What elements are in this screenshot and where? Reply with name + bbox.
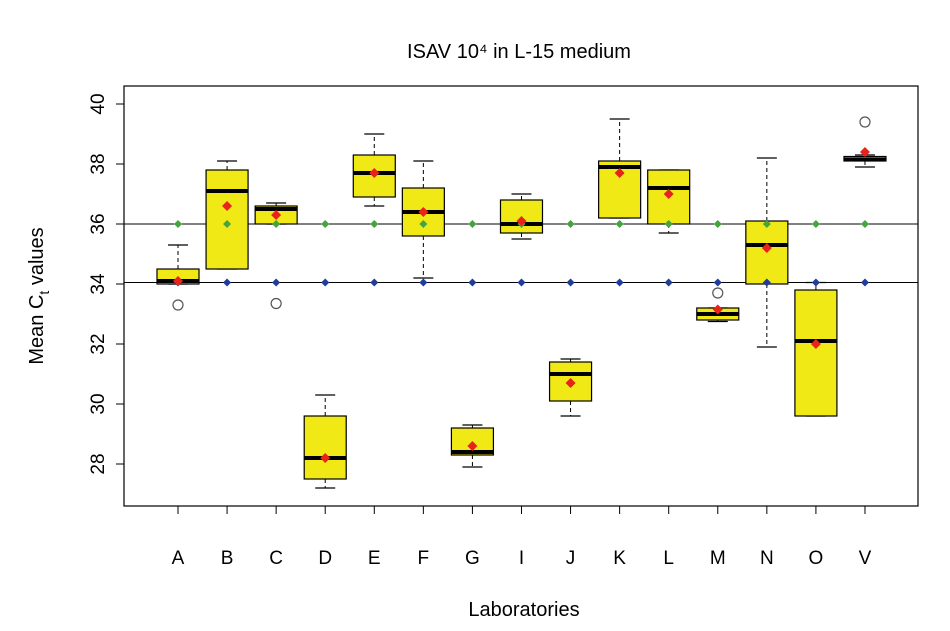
green-marker bbox=[321, 220, 330, 228]
green-marker bbox=[370, 220, 379, 228]
blue-marker bbox=[272, 278, 281, 287]
blue-marker bbox=[664, 278, 673, 287]
green-marker bbox=[664, 220, 673, 228]
plot-area: 28 30 32 34 36 38 40 A B C D E F G I J K L M N O V bbox=[88, 85, 919, 569]
mean-marker bbox=[859, 147, 870, 157]
mean-marker bbox=[810, 339, 821, 349]
mean-marker bbox=[369, 168, 380, 178]
box-iqr bbox=[303, 415, 347, 480]
blue-marker bbox=[615, 278, 624, 287]
outlier-point bbox=[172, 299, 184, 311]
x-tick-label: O bbox=[809, 548, 824, 569]
green-marker bbox=[762, 220, 771, 228]
y-tick-label: 36 bbox=[88, 213, 109, 234]
x-tick-label: V bbox=[859, 548, 872, 569]
blue-marker bbox=[419, 278, 428, 287]
green-marker bbox=[272, 220, 281, 228]
y-tick-label: 32 bbox=[88, 333, 109, 354]
green-marker bbox=[713, 220, 722, 228]
mean-marker bbox=[173, 276, 183, 286]
green-marker bbox=[223, 220, 232, 228]
x-tick-label: G bbox=[465, 548, 480, 569]
mean-marker bbox=[516, 216, 527, 226]
green-marker bbox=[615, 220, 624, 228]
y-tick-label: 28 bbox=[88, 453, 109, 474]
x-tick-label: N bbox=[760, 548, 774, 569]
box-iqr bbox=[794, 289, 838, 417]
blue-marker bbox=[713, 278, 722, 287]
outlier-point bbox=[270, 297, 282, 310]
chart-title: ISAV 10⁴ in L-15 medium bbox=[407, 41, 631, 63]
x-axis-title: Laboratories bbox=[468, 599, 579, 621]
blue-marker bbox=[321, 278, 330, 287]
green-marker bbox=[419, 220, 428, 228]
x-tick-label: C bbox=[269, 548, 283, 569]
y-tick-label: 34 bbox=[88, 273, 109, 295]
mean-marker bbox=[320, 453, 331, 463]
mean-marker bbox=[712, 304, 723, 315]
mean-marker bbox=[418, 207, 429, 217]
mean-marker bbox=[761, 243, 772, 253]
blue-marker bbox=[223, 278, 232, 287]
y-tick-label: 30 bbox=[88, 393, 109, 414]
green-marker bbox=[811, 220, 820, 228]
blue-marker bbox=[566, 278, 575, 287]
mean-marker bbox=[271, 210, 282, 220]
blue-marker bbox=[517, 278, 526, 287]
x-tick-label: M bbox=[710, 548, 726, 569]
x-tick-label: J bbox=[566, 548, 576, 569]
outlier-point bbox=[712, 287, 724, 299]
mean-marker bbox=[614, 168, 625, 178]
outlier-point bbox=[859, 116, 871, 128]
y-tick-label: 38 bbox=[88, 153, 109, 174]
x-tick-label: E bbox=[368, 548, 381, 569]
blue-marker bbox=[811, 278, 820, 287]
mean-marker bbox=[467, 441, 478, 451]
x-tick-label: I bbox=[519, 548, 524, 569]
green-marker bbox=[174, 220, 182, 228]
green-marker bbox=[566, 220, 575, 228]
y-axis-title-rest: values bbox=[26, 227, 48, 290]
mean-marker bbox=[565, 378, 576, 388]
mean-marker bbox=[663, 189, 674, 199]
y-axis-title: Mean Ct values bbox=[26, 227, 52, 364]
blue-marker bbox=[860, 278, 869, 287]
blue-marker bbox=[762, 278, 771, 287]
x-tick-label: A bbox=[172, 548, 185, 569]
y-tick-label: 40 bbox=[88, 93, 109, 114]
blue-marker bbox=[370, 278, 379, 287]
green-marker bbox=[860, 220, 869, 228]
x-tick-label: D bbox=[318, 548, 332, 569]
blue-marker bbox=[468, 278, 477, 287]
x-tick-label: B bbox=[221, 548, 234, 569]
y-axis-title-subscript: t bbox=[36, 291, 52, 295]
x-tick-label: K bbox=[613, 548, 626, 569]
box-iqr bbox=[205, 169, 249, 270]
x-tick-label: L bbox=[663, 548, 674, 569]
y-axis-title-base: Mean C bbox=[26, 295, 48, 365]
x-tick-label: F bbox=[418, 548, 430, 569]
mean-marker bbox=[222, 201, 233, 211]
green-marker bbox=[468, 220, 477, 228]
